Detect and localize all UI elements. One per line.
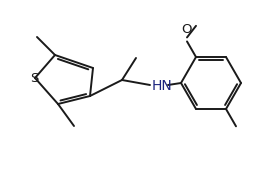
- Text: HN: HN: [152, 79, 173, 93]
- Text: S: S: [30, 71, 38, 84]
- Text: O: O: [181, 24, 191, 36]
